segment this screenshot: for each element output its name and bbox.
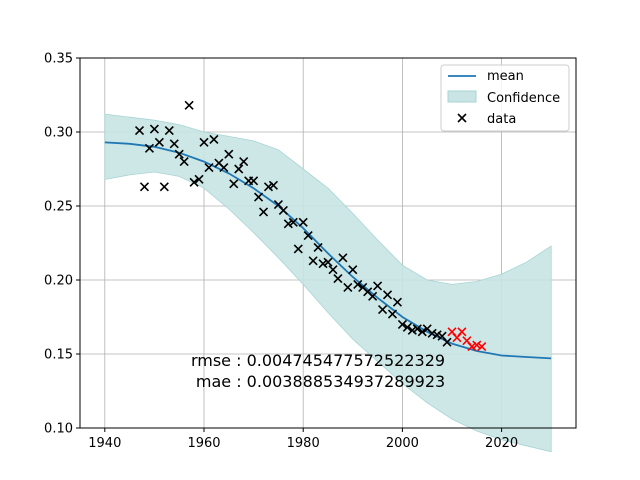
y-tick-label-3: 0.25 [44, 200, 73, 215]
data-point-24 [253, 192, 264, 202]
data-point-40 [333, 273, 343, 284]
data-point-5 [159, 182, 169, 192]
confidence-band [104, 113, 552, 453]
mae-annotation: mae : 0.003888534937289923 [191, 372, 445, 391]
data-point-33 [298, 217, 308, 227]
data-point-12 [194, 174, 204, 184]
data-point-10 [184, 100, 194, 110]
data-point-52 [392, 297, 403, 307]
data-point-51 [387, 309, 398, 319]
data-point-17 [219, 162, 229, 173]
confidence-area [104, 113, 552, 453]
data-point-4 [154, 137, 164, 147]
data-point-49 [377, 305, 388, 315]
legend-confidence-swatch [447, 90, 477, 103]
data-point-3 [149, 124, 159, 134]
data-points [134, 100, 452, 347]
data-point-42 [343, 282, 353, 292]
data-point-0 [134, 125, 145, 136]
test-point-2 [457, 327, 467, 337]
legend-confidence-label: Confidence [487, 91, 560, 106]
legend-mean-label: mean [487, 69, 524, 84]
data-point-20 [234, 164, 244, 174]
data-point-43 [348, 265, 358, 275]
data-point-53 [397, 319, 407, 329]
data-point-14 [204, 162, 214, 173]
data-point-29 [278, 205, 288, 216]
data-point-39 [328, 265, 338, 275]
x-tick-label-4: 2020 [485, 436, 518, 451]
legend-data-swatch [457, 113, 467, 123]
data-point-7 [169, 139, 179, 149]
data-point-41 [338, 253, 348, 263]
data-point-47 [368, 291, 378, 301]
data-point-36 [313, 242, 323, 253]
data-point-34 [303, 231, 313, 241]
rmse-annotation: rmse : 0.004745477572522329 [191, 351, 445, 370]
data-point-19 [229, 179, 239, 189]
y-tick-label-1: 0.15 [44, 348, 73, 363]
test-data-points [447, 327, 487, 352]
data-point-57 [417, 327, 427, 337]
data-point-11 [189, 177, 199, 187]
data-point-1 [139, 182, 150, 192]
data-point-18 [224, 149, 234, 159]
legend-box [440, 64, 570, 132]
data-point-27 [268, 180, 279, 190]
test-point-6 [477, 342, 487, 352]
data-point-38 [323, 257, 333, 267]
y-tick-label-4: 0.30 [44, 126, 73, 141]
data-point-35 [308, 256, 318, 266]
y-tick-label-5: 0.35 [44, 52, 73, 67]
data-point-9 [179, 157, 189, 167]
x-tick-label-2: 1980 [287, 436, 320, 451]
data-point-48 [373, 281, 383, 291]
data-point-32 [293, 244, 303, 254]
x-tick-label-0: 1940 [88, 436, 121, 451]
data-point-31 [288, 217, 298, 227]
data-point-15 [209, 134, 219, 144]
data-point-25 [258, 207, 269, 217]
x-tick-label-3: 2000 [386, 436, 419, 451]
data-point-6 [164, 125, 174, 136]
data-point-54 [402, 322, 412, 332]
data-point-23 [249, 176, 259, 186]
x-axis-ticks: 1940 1960 1980 2000 2020 [88, 428, 518, 451]
data-point-50 [382, 290, 393, 300]
mean-curve [104, 141, 552, 360]
data-point-56 [412, 324, 422, 334]
axes-frame [79, 57, 577, 429]
y-axis-ticks: 0.10 0.15 0.20 0.25 0.30 0.35 [44, 52, 80, 437]
data-point-44 [353, 279, 363, 290]
mean-line [104, 141, 552, 360]
data-point-8 [174, 149, 184, 159]
x-tick-label-1: 1960 [187, 436, 220, 451]
data-point-13 [199, 137, 209, 147]
legend: mean Confidence data [440, 64, 570, 132]
y-tick-label-2: 0.20 [44, 274, 73, 289]
y-tick-label-0: 0.10 [44, 422, 73, 437]
data-point-21 [239, 157, 249, 167]
legend-data-label: data [487, 112, 516, 127]
data-point-2 [144, 143, 155, 153]
data-point-62 [442, 337, 452, 347]
